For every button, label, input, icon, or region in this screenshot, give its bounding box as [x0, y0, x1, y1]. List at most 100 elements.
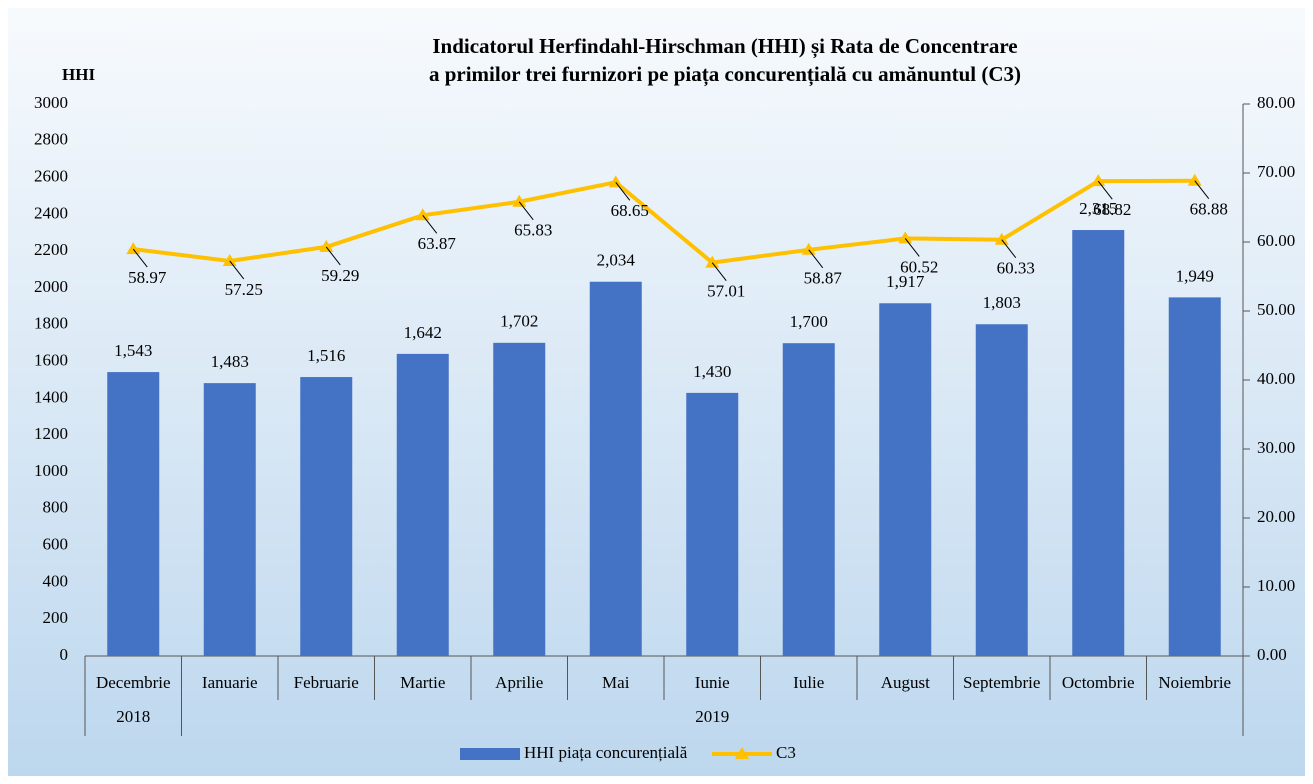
x-tick-label: Ianuarie — [202, 673, 258, 692]
bar-value-label: 1,917 — [886, 272, 925, 291]
leader-line — [1001, 239, 1017, 259]
bar — [782, 343, 835, 656]
y-tick-label: 0 — [60, 645, 69, 664]
bar-value-label: 1,642 — [404, 323, 442, 342]
y2-tick-label: 0.00 — [1257, 645, 1287, 664]
line-value-label: 65.83 — [514, 221, 552, 240]
x-tick-label: Mai — [602, 673, 630, 692]
y2-tick-label: 20.00 — [1257, 507, 1295, 526]
bar-value-label: 1,700 — [790, 312, 828, 331]
bar-value-label: 1,702 — [500, 312, 538, 331]
line-marker — [512, 194, 527, 207]
y2-tick-label: 30.00 — [1257, 438, 1295, 457]
leader-line — [904, 238, 920, 257]
leader-line — [325, 246, 341, 266]
leader-line — [422, 214, 438, 234]
line-marker — [994, 232, 1009, 245]
y-axis-label: HHI — [62, 65, 95, 84]
line-value-label: 57.25 — [225, 280, 263, 299]
y-tick-label: 2400 — [34, 203, 68, 222]
leader-line — [1194, 180, 1210, 200]
y2-tick-label: 80.00 — [1257, 93, 1295, 112]
bar — [589, 281, 642, 656]
bar — [879, 303, 932, 656]
y2-tick-label: 10.00 — [1257, 576, 1295, 595]
leader-line — [711, 262, 727, 281]
x-tick-label: Iulie — [793, 673, 824, 692]
line-marker — [222, 253, 237, 266]
bar — [1168, 297, 1221, 656]
line-marker — [415, 208, 430, 221]
leader-line — [615, 182, 631, 201]
y2-tick-label: 40.00 — [1257, 369, 1295, 388]
line-value-label: 68.65 — [611, 201, 649, 220]
bar-value-label: 2,034 — [597, 251, 636, 270]
line-value-label: 60.33 — [997, 259, 1035, 278]
line-value-label: 57.01 — [707, 282, 745, 301]
bar — [975, 324, 1028, 656]
x-group-label: 2019 — [695, 707, 729, 726]
leader-line — [1097, 180, 1113, 200]
chart-title: Indicatorul Herfindahl-Hirschman (HHI) ș… — [432, 34, 1017, 59]
y2-tick-label: 70.00 — [1257, 162, 1295, 181]
x-tick-label: Noiembrie — [1158, 673, 1231, 692]
line-value-label: 60.52 — [900, 257, 938, 276]
bar-value-label: 1,516 — [307, 346, 345, 365]
leader-line — [808, 249, 824, 269]
bar-value-label: 1,803 — [983, 293, 1021, 312]
legend-swatch — [735, 747, 749, 759]
x-tick-label: Iunie — [695, 673, 730, 692]
x-tick-label: Aprilie — [495, 673, 543, 692]
bar-value-label: 1,483 — [211, 352, 249, 371]
line-marker — [319, 239, 334, 252]
line-marker — [898, 231, 913, 244]
y-tick-label: 1000 — [34, 461, 68, 480]
y-tick-label: 200 — [43, 608, 69, 627]
x-tick-label: Septembrie — [963, 673, 1040, 692]
leader-line — [132, 248, 148, 268]
y-tick-label: 1600 — [34, 351, 68, 370]
x-tick-label: Februarie — [294, 673, 359, 692]
line-value-label: 58.97 — [128, 268, 167, 287]
line — [133, 178, 1195, 265]
legend-swatch — [460, 748, 520, 760]
line-value-label: 68.88 — [1190, 200, 1228, 219]
line-value-label: 68.82 — [1093, 200, 1131, 219]
line-value-label: 59.29 — [321, 266, 359, 285]
line-marker — [608, 175, 623, 188]
bar-value-label: 2,315 — [1079, 199, 1117, 218]
bar-value-label: 1,949 — [1176, 266, 1214, 285]
chart-title: a primilor trei furnizori pe piața concu… — [429, 62, 1021, 87]
legend-label: C3 — [776, 743, 796, 762]
x-tick-label: August — [881, 673, 930, 692]
x-tick-label: Martie — [400, 673, 445, 692]
y-tick-label: 800 — [43, 498, 69, 517]
y-tick-label: 400 — [43, 571, 69, 590]
y-tick-label: 2200 — [34, 240, 68, 259]
line-marker — [126, 242, 141, 255]
line-marker — [801, 242, 816, 255]
bar — [686, 392, 739, 656]
legend-label: HHI piața concurențială — [524, 743, 688, 762]
y2-tick-label: 50.00 — [1257, 300, 1295, 319]
y-tick-label: 3000 — [34, 93, 68, 112]
line-marker — [705, 255, 720, 268]
y-tick-label: 2000 — [34, 277, 68, 296]
bar-value-label: 1,430 — [693, 362, 731, 381]
y-tick-label: 2600 — [34, 167, 68, 186]
line-value-label: 58.87 — [804, 269, 843, 288]
line-marker — [1091, 174, 1106, 187]
x-tick-label: Decembrie — [96, 673, 171, 692]
bar — [107, 372, 160, 656]
line-marker — [1187, 173, 1202, 186]
y-tick-label: 2800 — [34, 130, 68, 149]
y-tick-label: 600 — [43, 535, 69, 554]
y-tick-label: 1400 — [34, 387, 68, 406]
bar — [396, 353, 449, 656]
leader-line — [518, 201, 534, 221]
leader-line — [229, 260, 245, 280]
line-value-label: 63.87 — [418, 234, 457, 253]
bar — [203, 383, 256, 656]
y2-tick-label: 60.00 — [1257, 231, 1295, 250]
